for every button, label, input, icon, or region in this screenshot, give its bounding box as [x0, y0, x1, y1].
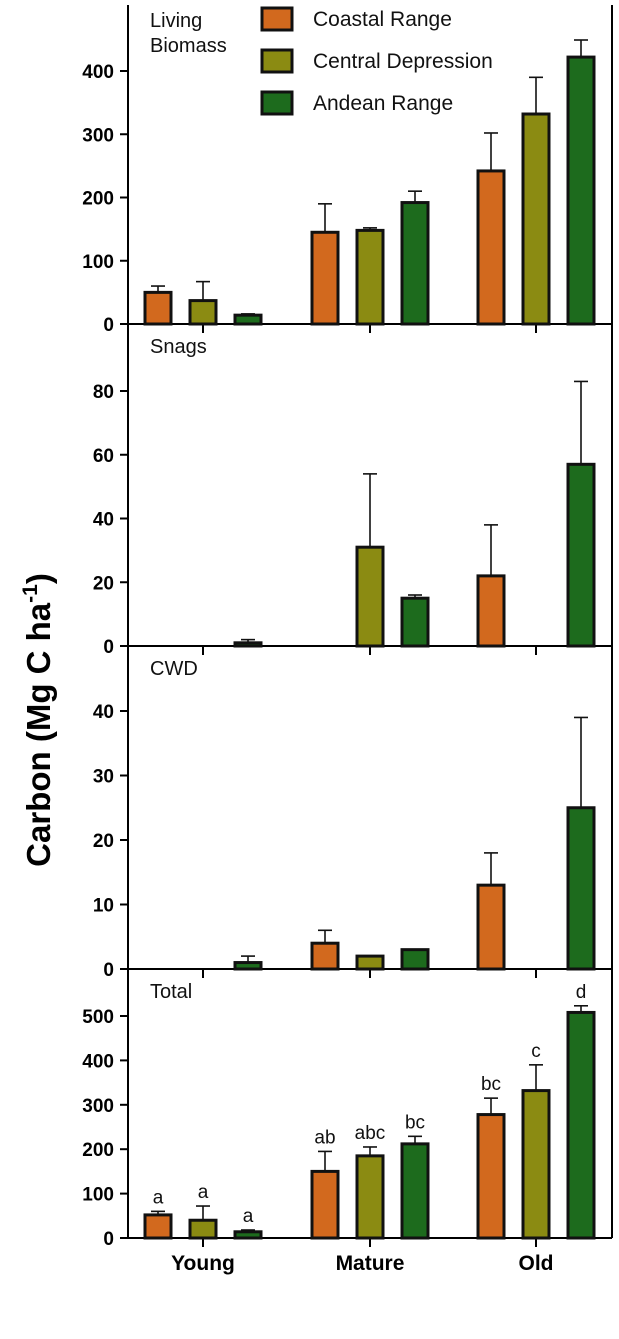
panel-title: CWD	[150, 658, 198, 680]
significance-label: abc	[355, 1123, 386, 1144]
svg-text:Carbon (Mg C ha-1): Carbon (Mg C ha-1)	[19, 573, 57, 867]
x-category-label: Young	[171, 1252, 235, 1275]
y-axis-title-superscript: -1	[19, 584, 42, 603]
bar	[521, 112, 551, 326]
y-tick-label: 100	[82, 252, 114, 273]
bar	[143, 290, 173, 326]
y-axis-title-close: )	[20, 573, 57, 584]
bar	[400, 948, 430, 971]
y-tick-label: 30	[93, 767, 114, 788]
y-tick-label: 0	[103, 960, 114, 981]
panel-title: Living	[150, 10, 202, 32]
bar	[476, 1113, 506, 1240]
bar	[188, 1218, 218, 1240]
x-category-label: Old	[519, 1252, 554, 1275]
chart-panels: 0100200300400LivingBiomass020406080Snags…	[82, 5, 613, 1250]
y-tick-label: 200	[82, 189, 114, 210]
significance-label: a	[243, 1206, 254, 1227]
y-tick-label: 60	[93, 446, 114, 467]
bar	[476, 169, 506, 326]
bar	[233, 641, 263, 648]
x-axis-labels: Young Mature Old	[171, 1252, 553, 1275]
y-tick-label: 40	[93, 702, 114, 723]
y-tick-label: 0	[103, 1229, 114, 1250]
bar	[476, 574, 506, 648]
significance-label: c	[531, 1041, 541, 1062]
bar	[566, 1010, 596, 1240]
y-tick-label: 20	[93, 573, 114, 594]
bar	[566, 806, 596, 971]
bar	[566, 55, 596, 326]
y-tick-label: 300	[82, 1096, 114, 1117]
significance-label: ab	[314, 1127, 335, 1148]
bar	[521, 1089, 551, 1240]
y-tick-label: 10	[93, 896, 114, 917]
y-tick-label: 0	[103, 637, 114, 658]
bar	[355, 545, 385, 648]
panel-title: Total	[150, 981, 192, 1003]
bar	[143, 1213, 173, 1240]
bar	[188, 299, 218, 326]
significance-label: bc	[405, 1112, 425, 1133]
legend: Coastal Range Central Depression Andean Ra…	[260, 6, 493, 116]
legend-entry: Andean Range	[313, 92, 453, 115]
legend-swatch	[260, 48, 294, 74]
legend-entry: Central Depression	[313, 50, 493, 73]
bar	[233, 1230, 263, 1240]
legend-swatch	[260, 90, 294, 116]
y-tick-label: 80	[93, 382, 114, 403]
y-tick-label: 40	[93, 510, 114, 531]
y-tick-label: 400	[82, 1051, 114, 1072]
y-tick-label: 20	[93, 831, 114, 852]
bar	[566, 462, 596, 648]
legend-swatch	[260, 6, 294, 32]
y-tick-label: 100	[82, 1185, 114, 1206]
y-tick-label: 500	[82, 1007, 114, 1028]
bar	[476, 883, 506, 971]
significance-label: bc	[481, 1074, 501, 1095]
panel-2: 0 20 40 60 80 Snags	[93, 336, 612, 658]
bar	[310, 1169, 340, 1240]
y-axis-title-main: Carbon (Mg C ha	[20, 602, 57, 867]
y-tick-label: 0	[103, 315, 114, 336]
bar	[355, 954, 385, 971]
panel-title: Biomass	[150, 35, 227, 57]
bar	[400, 201, 430, 326]
panel-3: 0 10 20 30 40 CWD	[93, 658, 612, 981]
bar	[310, 230, 340, 326]
y-tick-label: 300	[82, 125, 114, 146]
bar	[355, 228, 385, 326]
x-category-label: Mature	[336, 1252, 405, 1275]
y-tick-label: 200	[82, 1140, 114, 1161]
bar	[400, 1142, 430, 1240]
panel-title: Snags	[150, 336, 207, 358]
bar	[310, 941, 340, 971]
bar	[355, 1154, 385, 1240]
bar	[233, 961, 263, 971]
legend-entry: Coastal Range	[313, 8, 452, 31]
significance-label: a	[198, 1182, 209, 1203]
bar	[400, 596, 430, 648]
y-axis-title: Carbon (Mg C ha-1)	[19, 573, 57, 867]
significance-label: d	[576, 982, 587, 1003]
bar	[233, 313, 263, 326]
significance-label: a	[153, 1187, 164, 1208]
y-tick-label: 400	[82, 62, 114, 83]
panel-1: 0 100 200 300 400 Living Biomass	[82, 10, 612, 336]
